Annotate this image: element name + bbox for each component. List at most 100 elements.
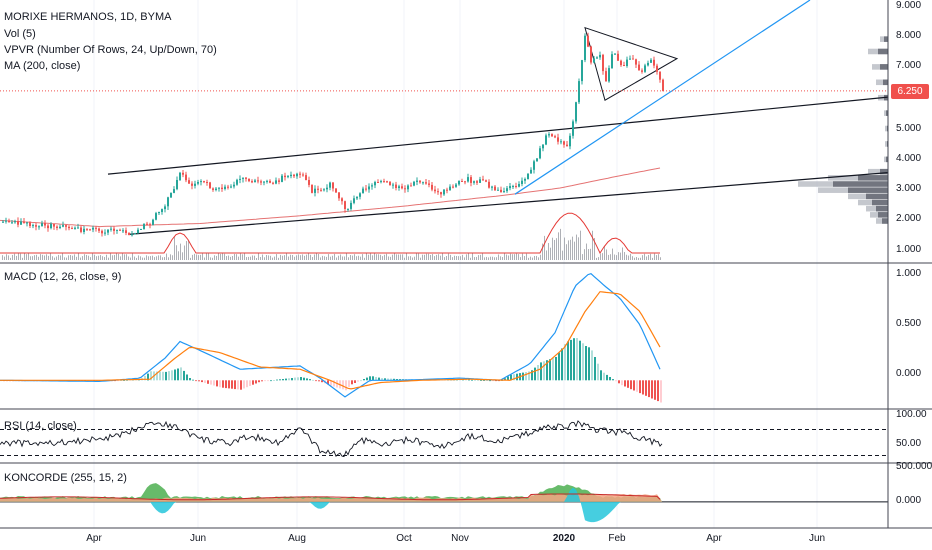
macd-histogram-bar: [477, 379, 479, 381]
volume-bar: [638, 257, 639, 260]
candle-body: [356, 196, 358, 199]
macd-histogram-bar: [297, 377, 299, 381]
volume-bar: [652, 257, 653, 260]
symbol-title[interactable]: MORIXE HERMANOS, 1D, BYMA: [4, 11, 172, 23]
volume-bar: [620, 252, 621, 260]
volume-bar: [40, 254, 41, 260]
candle-body: [269, 180, 271, 183]
volume-bar: [484, 257, 485, 260]
volume-bar: [238, 256, 239, 260]
candle-body: [2, 221, 4, 223]
macd-histogram-bar: [390, 378, 392, 381]
candle-body: [509, 186, 511, 189]
candle-body: [233, 184, 235, 187]
macd-histogram-bar: [387, 378, 389, 381]
candle-body: [185, 174, 187, 181]
candle-body: [647, 62, 649, 66]
candle-body: [626, 59, 628, 66]
volume-bar: [256, 257, 257, 260]
candle-body: [461, 181, 463, 182]
volume-bar: [498, 254, 499, 260]
candle-body: [353, 198, 355, 203]
candle-body: [167, 197, 169, 207]
vpvr-bar: [868, 168, 888, 175]
candle-body: [398, 186, 400, 188]
candle-body: [653, 59, 655, 66]
macd-histogram-bar: [210, 380, 212, 385]
vol-legend[interactable]: Vol (5): [4, 28, 36, 40]
candle-body: [47, 225, 49, 229]
candle-body: [362, 188, 364, 194]
macd-histogram-bar: [645, 380, 647, 396]
macd-histogram-bar: [594, 357, 596, 381]
price-tick: 2.000: [896, 213, 922, 224]
volume-bar: [382, 256, 383, 260]
volume-bar: [320, 257, 321, 260]
volume-bar: [20, 253, 21, 260]
macd-histogram-bar: [657, 380, 659, 402]
macd-histogram-bar: [558, 352, 560, 381]
candle-body: [239, 178, 241, 180]
macd-histogram-bar: [207, 380, 209, 384]
volume-bar: [268, 255, 269, 260]
macd-histogram-bar: [327, 380, 329, 385]
candle-body: [26, 222, 28, 224]
volume-bar: [406, 253, 407, 260]
volume-bar: [430, 254, 431, 260]
macd-histogram-bar: [195, 380, 197, 382]
candle-body: [386, 181, 388, 183]
volume-bar: [186, 241, 187, 260]
volume-bar: [504, 253, 505, 260]
candle-body: [545, 135, 547, 145]
macd-histogram-bar: [201, 380, 203, 383]
macd-histogram-bar: [306, 378, 308, 381]
candle-body: [380, 181, 382, 183]
candle-body: [89, 229, 91, 231]
candle-body: [299, 173, 301, 175]
volume-bar: [380, 254, 381, 260]
volume-bar: [444, 257, 445, 260]
macd-histogram-bar: [516, 373, 518, 381]
ma-legend[interactable]: MA (200, close): [4, 60, 81, 72]
macd-histogram-bar: [633, 380, 635, 391]
candle-body: [53, 223, 55, 227]
volume-bar: [260, 257, 261, 260]
macd-histogram-bar: [648, 380, 650, 398]
macd-histogram-bar: [147, 373, 149, 381]
candle-body: [8, 220, 10, 223]
volume-bar: [434, 256, 435, 260]
candle-body: [515, 186, 517, 187]
volume-bar: [22, 257, 23, 260]
volume-bar: [276, 254, 277, 260]
candle-body: [395, 184, 397, 188]
candle-body: [359, 193, 361, 197]
candle-body: [260, 181, 262, 183]
volume-bar: [424, 254, 425, 260]
volume-bar: [648, 254, 649, 260]
volume-bar: [210, 257, 211, 260]
volume-bar: [446, 255, 447, 260]
volume-bar: [574, 241, 575, 260]
koncorde-legend[interactable]: KONCORDE (255, 15, 2): [4, 472, 127, 484]
macd-histogram-bar: [198, 380, 200, 382]
candle-body: [470, 177, 472, 183]
candle-body: [191, 183, 193, 186]
rsi-legend[interactable]: RSI (14, close): [4, 420, 77, 432]
volume-bar: [524, 256, 525, 260]
candle-body: [281, 175, 283, 182]
vpvr-legend[interactable]: VPVR (Number Of Rows, 24, Up/Down, 70): [4, 44, 217, 56]
macd-legend[interactable]: MACD (12, 26, close, 9): [4, 271, 122, 283]
candle-body: [230, 186, 232, 188]
macd-histogram-bar: [351, 380, 353, 385]
candle-body: [590, 46, 592, 63]
candle-body: [383, 181, 385, 183]
volume-bar: [312, 257, 313, 260]
candle-body: [614, 53, 616, 55]
volume-bar: [398, 254, 399, 260]
candle-body: [389, 181, 391, 186]
volume-bar: [432, 254, 433, 260]
volume-bar: [242, 254, 243, 260]
x-tick: Oct: [396, 533, 412, 544]
volume-bar: [304, 255, 305, 260]
volume-bar: [600, 253, 601, 260]
